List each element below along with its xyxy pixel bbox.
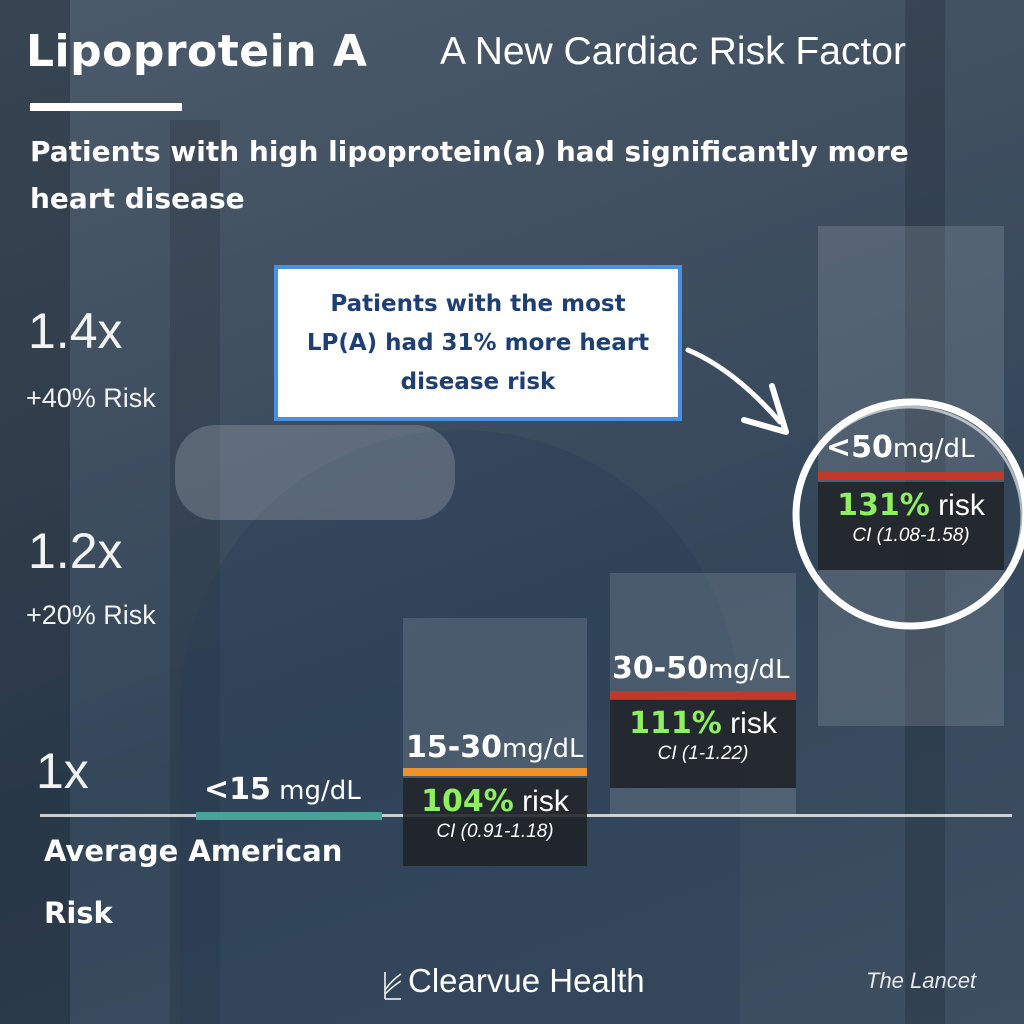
- confidence-interval: CI (0.91-1.18): [436, 821, 554, 842]
- risk-box-30-50: 111% risk CI (1-1.22): [610, 700, 796, 788]
- category-prefix: 15-30: [406, 730, 502, 765]
- callout-box: Patients with the most LP(A) had 31% mor…: [274, 265, 682, 421]
- category-label-over-50: <50mg/dL: [826, 430, 974, 465]
- source-citation: The Lancet: [866, 968, 977, 993]
- confidence-interval: CI (1-1.22): [657, 743, 749, 764]
- category-label-30-50: 30-50mg/dL: [612, 651, 790, 686]
- y-tick-sublabel-1-2: +20% Risk: [26, 600, 156, 630]
- risk-line: 104% risk: [403, 778, 587, 819]
- risk-line: 111% risk: [610, 700, 796, 741]
- risk-box-15-30: 104% risk CI (0.91-1.18): [403, 778, 587, 866]
- category-unit: mg/dL: [501, 734, 584, 764]
- y-tick-label-1: 1x: [36, 743, 89, 799]
- background-bottle: [175, 425, 455, 520]
- arrow-head: [741, 383, 789, 435]
- y-tick-label-1-2: 1.2x: [28, 523, 123, 579]
- category-unit: mg/dL: [707, 655, 790, 685]
- baseline-label: Average American Risk: [44, 834, 343, 930]
- risk-box-over-50: 131% risk CI (1.08-1.58): [818, 482, 1004, 570]
- category-prefix: 30-50: [612, 651, 708, 686]
- risk-word: risk: [929, 489, 985, 522]
- risk-word: risk: [513, 785, 569, 818]
- category-label-15-30: 15-30mg/dL: [406, 730, 584, 765]
- confidence-interval: CI (1.08-1.58): [852, 525, 970, 546]
- category-unit: mg/dL: [270, 776, 361, 806]
- risk-percent: 104%: [421, 784, 514, 819]
- brand-mark-icon: [384, 972, 402, 1000]
- category-prefix: <50: [826, 430, 893, 465]
- risk-word: risk: [721, 707, 777, 740]
- category-rule-15-30: [403, 768, 587, 776]
- category-rule-under-15: [196, 812, 382, 820]
- arrow-shaft: [685, 347, 783, 425]
- brand-logo: Clearvue Health: [384, 962, 645, 1000]
- brand-name: Clearvue Health: [408, 962, 645, 999]
- callout-text: Patients with the most LP(A) had 31% mor…: [306, 290, 650, 395]
- risk-percent: 131%: [837, 488, 930, 523]
- y-tick-sublabel-1-4: +40% Risk: [26, 383, 156, 413]
- page-subtitle: A New Cardiac Risk Factor: [440, 30, 906, 73]
- category-label-under-15: <15 mg/dL: [204, 772, 361, 807]
- category-unit: mg/dL: [892, 434, 975, 464]
- category-rule-30-50: [610, 691, 796, 699]
- risk-line: 131% risk: [818, 482, 1004, 523]
- risk-percent: 111%: [629, 706, 722, 741]
- title-underline: [30, 103, 182, 111]
- headline: Patients with high lipoprotein(a) had si…: [30, 135, 909, 215]
- category-rule-over-50: [818, 472, 1004, 480]
- y-tick-label-1-4: 1.4x: [28, 303, 123, 359]
- category-prefix: <15: [204, 772, 271, 807]
- page-title: Lipoprotein A: [26, 26, 368, 77]
